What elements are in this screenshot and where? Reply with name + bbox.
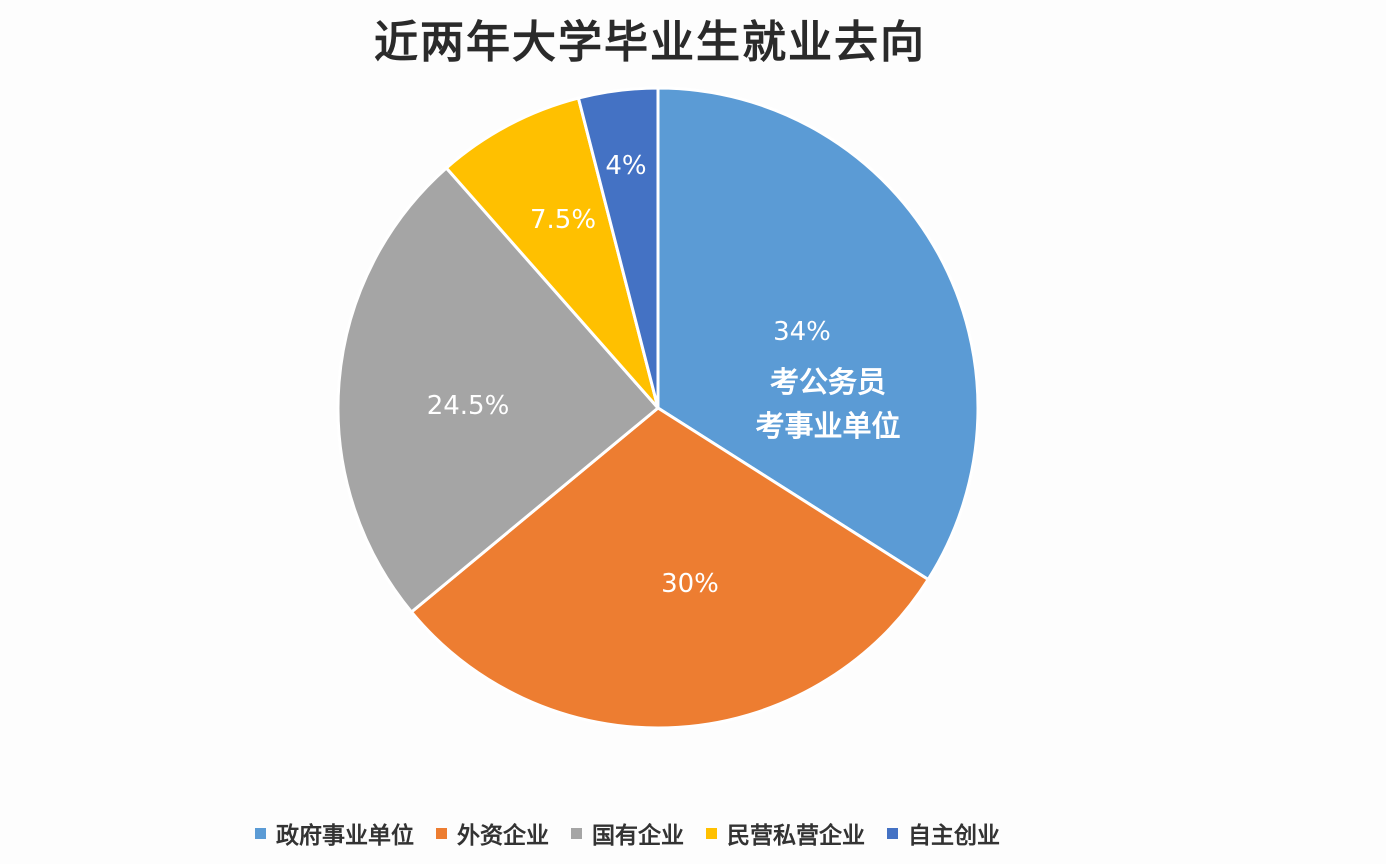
legend-label: 民营私营企业: [727, 823, 865, 849]
pie-slice-1: [409, 406, 931, 730]
slice-annotation: 考事业单位: [755, 409, 900, 443]
legend-label: 外资企业: [457, 823, 549, 849]
chart-title: 近两年大学毕业生就业去向: [374, 17, 926, 68]
legend-item: 国有企业: [571, 816, 684, 850]
legend-item: 外资企业: [436, 816, 549, 850]
legend-swatch: [887, 827, 898, 839]
slice-label: 34%: [773, 317, 831, 347]
slice-label: 24.5%: [427, 391, 510, 421]
slice-label: 30%: [661, 569, 719, 599]
pie-slice-0: [656, 86, 980, 582]
slice-label: 4%: [605, 151, 646, 181]
legend-item: 民营私营企业: [706, 816, 865, 850]
slice-label: 7.5%: [530, 205, 596, 235]
legend-label: 国有企业: [592, 823, 684, 849]
pie-slice-2: [336, 165, 661, 615]
legend-item: 自主创业: [887, 816, 1000, 850]
pie-slice-4: [576, 86, 660, 409]
legend-swatch: [436, 827, 447, 839]
legend-swatch: [255, 827, 266, 839]
legend-item: 政府事业单位: [255, 816, 414, 850]
legend-label: 政府事业单位: [276, 823, 414, 849]
legend-swatch: [706, 827, 717, 839]
legend-label: 自主创业: [908, 823, 1000, 849]
legend: 政府事业单位 外资企业 国有企业 民营私营企业 自主创业: [255, 816, 1000, 850]
pie-slice-3: [444, 96, 660, 409]
slice-annotation: 考公务员: [770, 365, 886, 399]
legend-swatch: [571, 827, 582, 839]
